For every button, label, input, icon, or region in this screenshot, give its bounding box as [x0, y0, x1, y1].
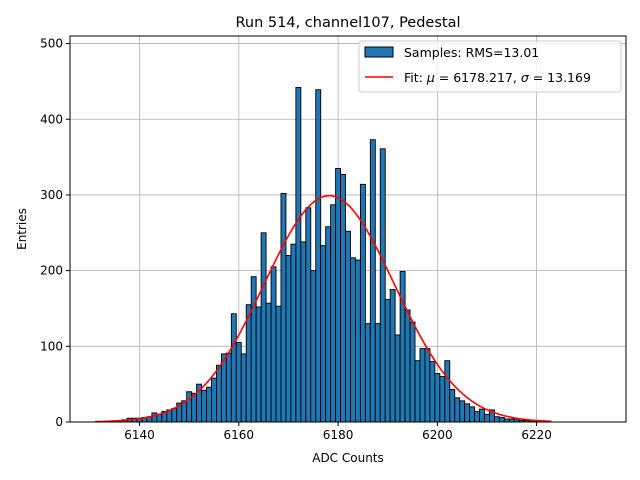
- histogram-bar: [250, 276, 257, 423]
- histogram-bar: [320, 245, 327, 423]
- legend-box: [358, 40, 622, 93]
- histogram-bar: [364, 323, 371, 423]
- legend-fit-mu-symbol: μ: [426, 70, 435, 85]
- y-tick-label: 0: [55, 415, 63, 429]
- histogram-bar: [409, 321, 416, 423]
- histogram-bar: [419, 348, 426, 423]
- fit-curve-group: [94, 194, 552, 423]
- x-tick-label: 6160: [224, 428, 255, 442]
- histogram-bar: [369, 139, 376, 423]
- y-axis-ticks: 0 100 200 300 400 500: [40, 37, 70, 429]
- histogram-bar: [374, 323, 381, 423]
- histogram-bar: [280, 192, 287, 423]
- histogram-bar: [275, 305, 282, 423]
- y-tick-label: 200: [40, 264, 63, 278]
- plot-frame: [69, 35, 627, 423]
- histogram-bar: [498, 417, 505, 423]
- histogram-bar: [354, 259, 361, 423]
- histogram-bar: [186, 391, 193, 423]
- histogram-bar: [255, 306, 262, 423]
- x-tick-label: 6220: [521, 428, 552, 442]
- histogram-bar: [235, 342, 242, 423]
- histogram-bar: [474, 410, 481, 423]
- histogram-bar: [484, 413, 490, 423]
- histogram-bar: [215, 364, 222, 423]
- chart-title: Run 514, channel107, Pedestal: [235, 15, 460, 31]
- y-tick-label: 500: [40, 37, 63, 51]
- histogram-bar: [245, 304, 252, 423]
- x-tick-label: 6200: [422, 428, 453, 442]
- histogram-bar: [151, 412, 158, 423]
- histogram-bar: [389, 289, 396, 423]
- histogram-bar: [285, 255, 292, 423]
- histogram-bar: [444, 360, 451, 423]
- histogram-bar: [379, 148, 386, 423]
- histogram-bar: [449, 389, 456, 423]
- histogram-bar: [429, 361, 436, 423]
- histogram-bar: [404, 309, 411, 423]
- legend-fit-sigma-symbol: σ: [521, 70, 530, 85]
- histogram-bar: [350, 257, 356, 423]
- legend: Samples: RMS=13.01 Fit: μ = 6178.217, σ …: [358, 40, 622, 93]
- histogram-bar: [394, 334, 401, 423]
- histogram-bar: [201, 389, 207, 423]
- x-tick-label: 6180: [323, 428, 354, 442]
- histogram-bar: [310, 270, 317, 423]
- x-axis-label: ADC Counts: [312, 451, 384, 465]
- y-tick-label: 300: [40, 188, 63, 202]
- histogram-bar: [290, 243, 297, 423]
- gaussian-fit-curve: [94, 194, 552, 423]
- histogram-bar: [335, 168, 342, 423]
- y-tick-label: 400: [40, 112, 63, 126]
- histogram-bar: [240, 353, 247, 423]
- histogram-bar: [211, 377, 217, 423]
- x-tick-label: 6140: [124, 428, 155, 442]
- histogram-bar: [479, 408, 485, 423]
- histogram-bar: [300, 241, 307, 423]
- legend-bar-swatch: [364, 46, 394, 58]
- histogram-bar: [171, 407, 178, 423]
- legend-fit-label: Fit: μ = 6178.217, σ = 13.169: [404, 70, 591, 85]
- histogram-bar: [493, 416, 500, 423]
- histogram-bar: [295, 87, 302, 423]
- histogram-bar: [230, 313, 237, 423]
- histogram-bar: [464, 403, 471, 423]
- legend-fit-prefix: Fit:: [404, 70, 427, 85]
- histogram-bar: [340, 174, 346, 423]
- histogram-bar: [414, 360, 421, 423]
- histogram-bar: [399, 270, 406, 423]
- histogram-bar: [459, 400, 466, 423]
- histogram-bar: [345, 230, 351, 423]
- histogram-bar: [206, 386, 212, 423]
- y-axis-label: Entries: [15, 208, 29, 250]
- histogram-bar: [225, 352, 232, 423]
- histogram-bar: [315, 89, 322, 423]
- histogram-bar: [260, 232, 267, 423]
- legend-fit-mu-value: = 6178.217,: [435, 70, 521, 85]
- legend-samples-label: Samples: RMS=13.01: [404, 45, 539, 60]
- x-axis-ticks: 6140 6160 6180 6200 6220: [124, 422, 552, 442]
- histogram-bar: [424, 348, 431, 423]
- histogram-bar: [325, 226, 332, 423]
- y-tick-label: 100: [40, 339, 63, 353]
- histogram-bar: [454, 397, 461, 423]
- histogram-bar: [270, 266, 277, 423]
- histogram-bar: [439, 376, 446, 423]
- histogram-bar: [265, 302, 272, 423]
- histogram-bar: [330, 204, 337, 423]
- legend-fit-sigma-value: = 13.169: [529, 70, 591, 85]
- histogram-bar: [434, 373, 441, 423]
- histogram-bar: [469, 406, 476, 423]
- histogram-bars: [106, 87, 540, 423]
- histogram-bar: [384, 298, 391, 423]
- histogram-bar: [305, 207, 312, 423]
